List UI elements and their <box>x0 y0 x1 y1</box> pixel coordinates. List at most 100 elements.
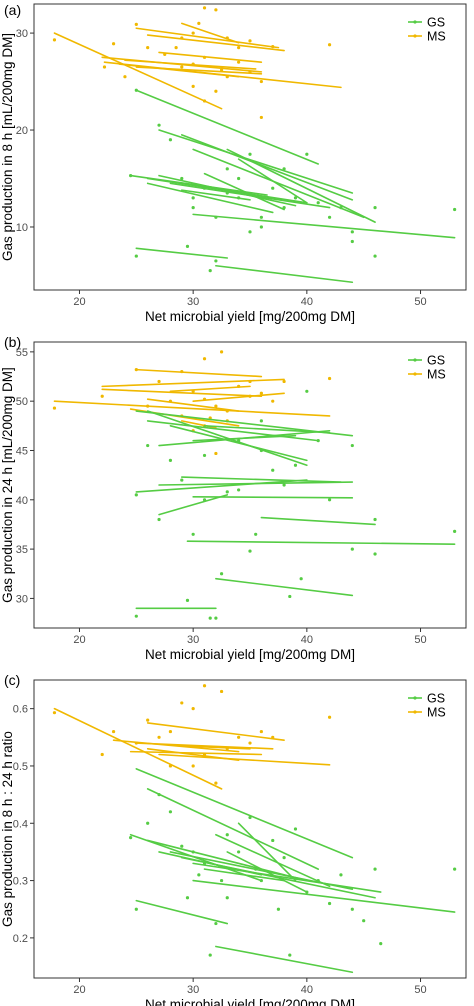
data-point-ms <box>214 404 218 408</box>
fit-line-ms <box>53 32 223 110</box>
legend-marker-gs <box>413 20 417 24</box>
data-point-gs <box>327 498 332 502</box>
data-point-ms <box>202 397 207 401</box>
data-point-ms <box>102 65 107 69</box>
data-point-gs <box>248 152 252 156</box>
legend-label-gs: GS <box>427 692 445 706</box>
fit-line-gs <box>158 494 229 516</box>
data-point-gs <box>225 191 229 195</box>
fit-line-gs <box>180 476 342 483</box>
data-point-ms <box>123 75 127 79</box>
fit-line-ms <box>146 722 285 741</box>
data-point-gs <box>339 205 343 210</box>
y-tick-label: 10 <box>16 222 28 234</box>
fit-line-gs <box>158 129 354 194</box>
data-point-gs <box>219 878 224 883</box>
fit-line-gs <box>226 148 376 223</box>
data-point-gs <box>237 176 241 181</box>
data-point-ms <box>327 43 332 47</box>
data-point-ms <box>100 752 104 757</box>
y-tick-label: 45 <box>16 445 28 457</box>
fit-line-gs <box>260 516 376 526</box>
fit-line-ms <box>129 750 263 756</box>
legend-marker-gs <box>413 358 417 362</box>
y-tick-label: 30 <box>16 593 28 605</box>
data-point-gs <box>282 167 286 171</box>
data-point-ms <box>163 52 167 57</box>
data-point-ms <box>168 729 173 734</box>
data-point-gs <box>168 810 173 814</box>
fit-line-gs <box>158 481 354 486</box>
x-axis-label: Net microbial yield [mg/200mg DM] <box>145 997 355 1006</box>
data-point-gs <box>373 867 377 871</box>
legend-label-gs: GS <box>427 354 445 368</box>
data-point-gs <box>259 448 263 453</box>
y-axis-label: Gas production in 8 h [mL/200mg DM] <box>0 33 15 261</box>
x-axis-label: Net microbial yield [mg/200mg DM] <box>145 647 355 662</box>
fit-line-ms <box>169 385 251 393</box>
fit-line-ms <box>124 59 257 70</box>
data-point-ms <box>111 729 116 734</box>
y-tick-label: 0.3 <box>13 876 28 888</box>
fit-line-gs <box>215 833 331 888</box>
x-tick-label: 50 <box>414 984 426 996</box>
data-point-ms <box>180 701 184 705</box>
data-point-gs <box>271 186 275 190</box>
data-point-ms <box>271 735 275 739</box>
data-point-gs <box>299 577 303 581</box>
data-point-gs <box>327 215 332 219</box>
x-tick-label: 50 <box>414 634 426 646</box>
data-point-ms <box>134 368 138 372</box>
x-tick-label: 30 <box>187 634 199 646</box>
data-point-gs <box>134 493 138 497</box>
x-tick-label: 20 <box>73 296 85 308</box>
data-point-ms <box>259 729 263 734</box>
fit-line-gs <box>192 879 456 913</box>
data-point-gs <box>157 517 161 522</box>
data-point-gs <box>276 907 281 911</box>
fit-line-gs <box>146 410 308 467</box>
data-point-gs <box>259 419 263 423</box>
fit-line-gs <box>135 899 229 925</box>
data-point-ms <box>248 379 252 384</box>
data-point-gs <box>185 896 190 900</box>
y-axis-label: Gas production in 24 h [mL/200mg DM] <box>0 367 15 603</box>
data-point-gs <box>168 458 173 462</box>
data-point-ms <box>202 752 207 757</box>
fit-line-gs <box>192 148 365 219</box>
data-point-gs <box>202 186 207 190</box>
data-point-gs <box>185 598 190 602</box>
series-ms <box>52 6 342 120</box>
data-point-gs <box>248 815 252 820</box>
data-point-gs <box>453 529 457 533</box>
data-point-ms <box>225 75 229 79</box>
data-point-ms <box>225 747 229 751</box>
data-point-gs <box>180 478 184 482</box>
fit-line-gs <box>186 540 456 545</box>
data-point-ms <box>191 84 195 89</box>
data-point-gs <box>350 907 354 911</box>
fit-line-ms <box>158 51 263 63</box>
fit-line-ms <box>135 742 274 750</box>
data-point-gs <box>214 616 218 620</box>
data-point-gs <box>237 850 241 854</box>
series-ms <box>52 684 332 790</box>
data-point-gs <box>219 572 224 576</box>
data-point-ms <box>52 38 57 42</box>
data-point-ms <box>157 379 161 384</box>
fit-line-gs <box>226 851 308 893</box>
y-tick-label: 0.2 <box>13 933 28 945</box>
y-tick-label: 55 <box>16 347 28 359</box>
data-point-ms <box>146 404 150 408</box>
data-point-gs <box>453 867 457 871</box>
data-point-gs <box>305 389 309 393</box>
data-point-gs <box>259 878 263 883</box>
y-tick-label: 40 <box>16 495 28 507</box>
fit-line-ms <box>135 27 280 49</box>
data-point-ms <box>157 735 161 739</box>
fit-line-gs <box>135 89 320 165</box>
data-point-ms <box>327 715 332 719</box>
data-point-ms <box>248 741 252 745</box>
data-point-gs <box>305 152 309 156</box>
